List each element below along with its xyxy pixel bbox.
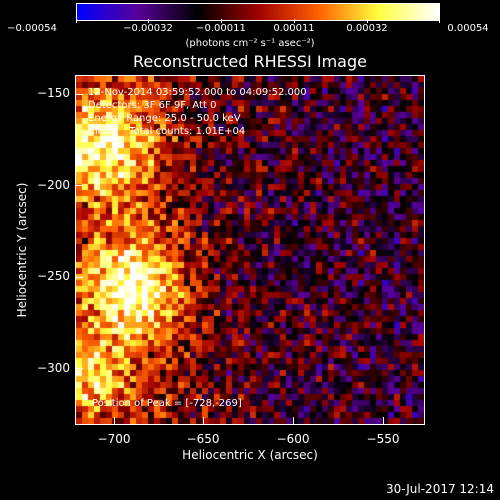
colorbar-tickmark (148, 19, 149, 23)
rhessi-image-heatmap (76, 76, 424, 424)
y-tickmark (75, 277, 83, 278)
colorbar-tickmark (439, 19, 440, 23)
annotation-clean-counts: Clean Total counts: 1.01E+04 (88, 126, 246, 137)
x-tick-label: −550 (366, 432, 400, 446)
image-plot-area: 12-Nov-2014 03:59:52.000 to 04:09:52.000… (75, 75, 425, 425)
colorbar-tick-label: −0.00054 (7, 23, 57, 34)
colorbar (76, 3, 440, 21)
colorbar-tickmark (367, 19, 368, 23)
annotation-time-range: 12-Nov-2014 03:59:52.000 to 04:09:52.000 (88, 87, 307, 98)
y-tick-label: −200 (37, 178, 70, 192)
y-axis-label: Heliocentric Y (arcsec) (15, 182, 29, 318)
annotation-energy-range: Energy Range: 25.0 - 50.0 keV (88, 113, 241, 124)
colorbar-tickmark (294, 19, 295, 23)
x-axis-label: Heliocentric X (arcsec) (182, 448, 318, 462)
y-tickmark (75, 368, 83, 369)
x-tickmark (383, 417, 384, 425)
y-tick-label: −250 (37, 269, 70, 283)
colorbar-tick-label: −0.00032 (123, 23, 173, 34)
image-title: Reconstructed RHESSI Image (133, 52, 367, 71)
colorbar-tickmark (221, 19, 222, 23)
colorbar-tick-label: 0.00032 (346, 23, 388, 34)
x-tickmark (203, 417, 204, 425)
annotation-peak-position: Position of Peak = [-728,-269] (92, 398, 242, 409)
x-tick-label: −600 (276, 432, 310, 446)
y-tickmark (75, 185, 83, 186)
colorbar-tickmark (76, 19, 77, 23)
y-tickmark (75, 94, 83, 95)
x-tickmark (293, 417, 294, 425)
colorbar-tick-label: 0.00054 (447, 23, 489, 34)
y-tick-label: −150 (37, 86, 70, 100)
y-tick-label: −300 (37, 361, 70, 375)
annotation-detectors: Detectors: 3F 6F 9F, Att 0 (88, 100, 217, 111)
x-tick-label: −650 (186, 432, 220, 446)
x-tick-label: −700 (97, 432, 131, 446)
colorbar-tick-label: −0.00011 (196, 23, 246, 34)
colorbar-tick-label: 0.00011 (273, 23, 315, 34)
x-tickmark (114, 417, 115, 425)
colorbar-unit-label: (photons cm⁻² s⁻¹ asec⁻²) (185, 38, 315, 49)
footer-timestamp: 30-Jul-2017 12:14 (385, 482, 494, 496)
